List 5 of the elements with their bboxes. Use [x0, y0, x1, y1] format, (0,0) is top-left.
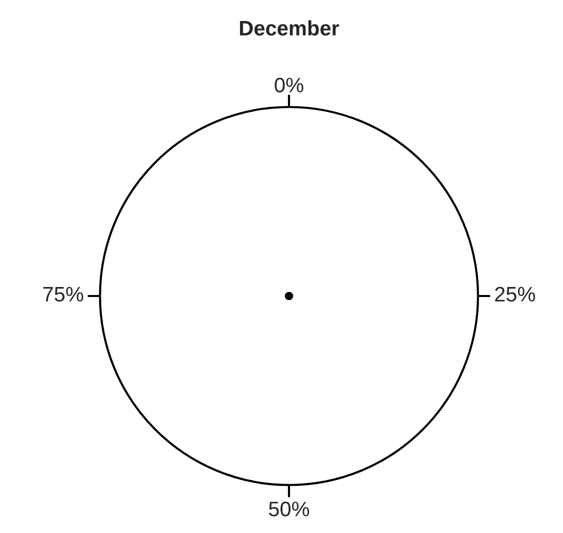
text: 0% — [274, 78, 304, 92]
text: 50% — [268, 502, 310, 516]
chart-title: December — [240, 20, 340, 36]
text: 75% — [43, 286, 84, 302]
text: 25% — [495, 286, 536, 302]
